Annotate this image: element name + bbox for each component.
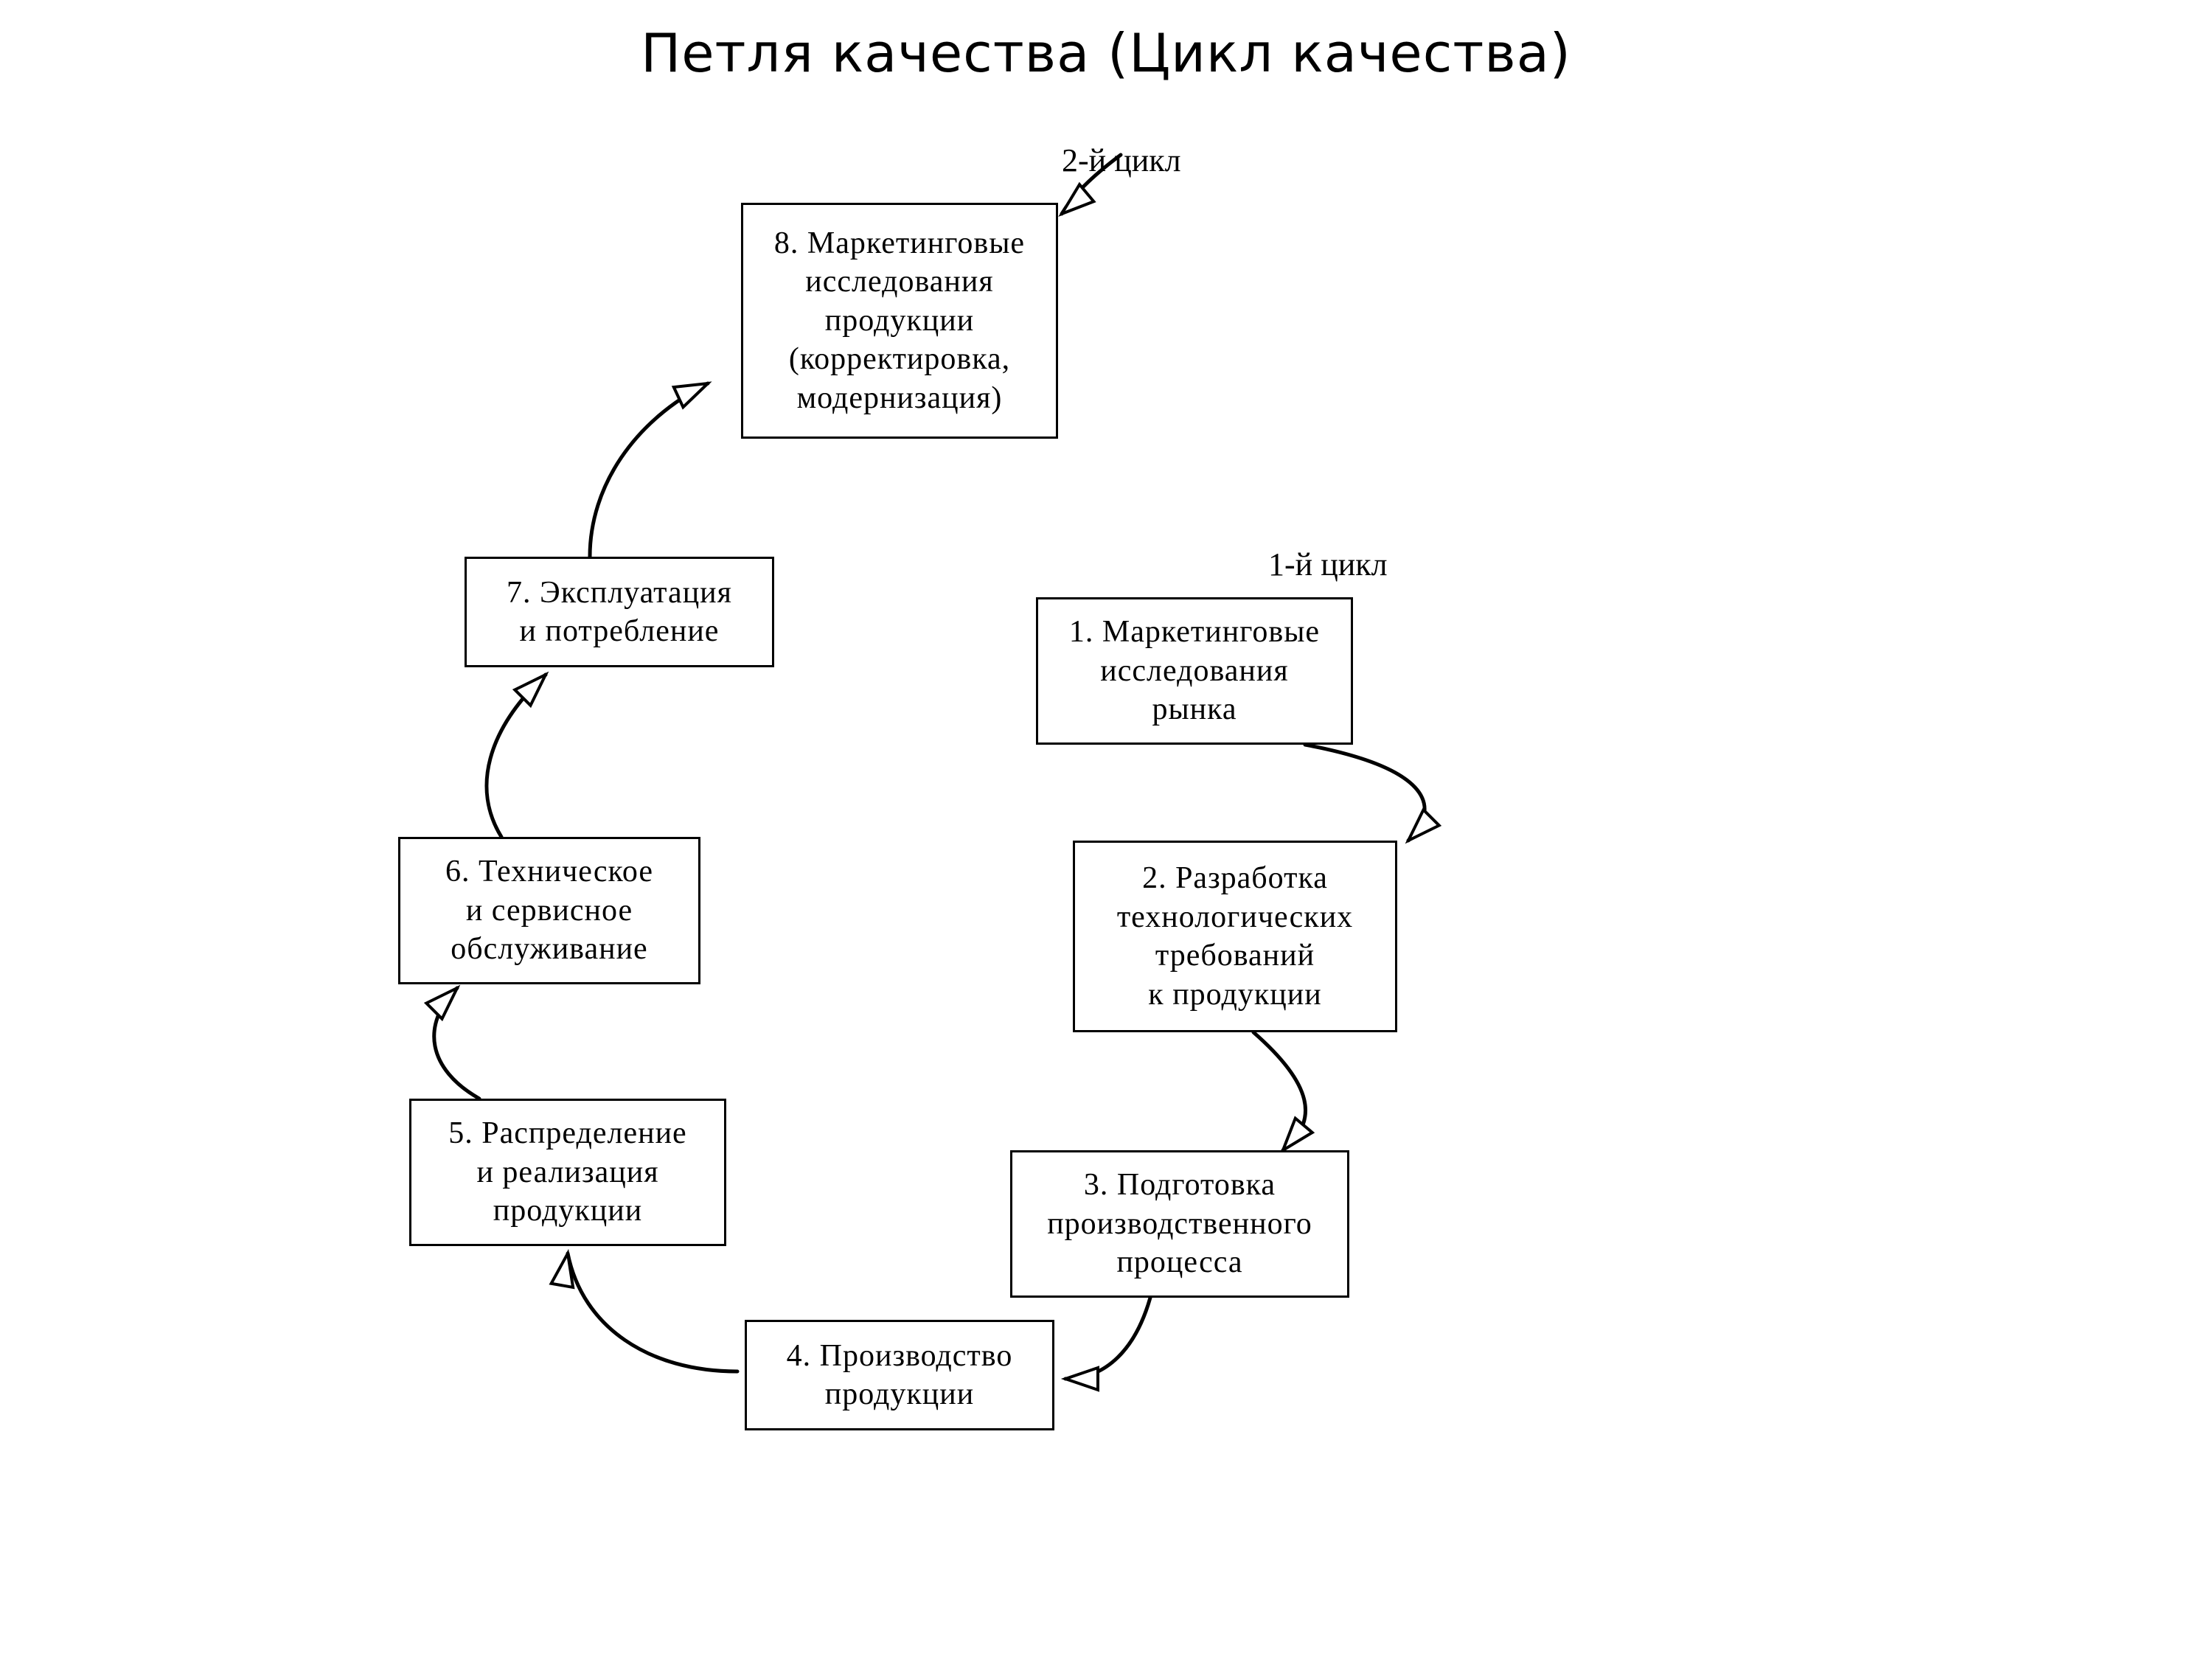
node-3-production-prep: 3. Подготовка производственного процесса <box>1010 1150 1349 1298</box>
node-8-marketing-research-product: 8. Маркетинговые исследования продукции … <box>741 203 1058 439</box>
node-1-marketing-research-market: 1. Маркетинговые исследования рынка <box>1036 597 1353 745</box>
node-4-production: 4. Производство продукции <box>745 1320 1054 1430</box>
diagram-title: Петля качества (Цикл качества) <box>0 22 2212 84</box>
node-6-service: 6. Техническое и сервисное обслуживание <box>398 837 700 984</box>
diagram-canvas: Петля качества (Цикл качества) 1-й цикл … <box>0 0 2212 1659</box>
node-5-distribution: 5. Распределение и реализация продукции <box>409 1099 726 1246</box>
arrows-layer <box>0 0 2212 1659</box>
node-7-exploitation: 7. Эксплуатация и потребление <box>465 557 774 667</box>
node-2-tech-requirements: 2. Разработка технологических требований… <box>1073 841 1397 1032</box>
label-cycle-2: 2-й цикл <box>1062 142 1181 179</box>
label-cycle-1: 1-й цикл <box>1268 546 1388 583</box>
